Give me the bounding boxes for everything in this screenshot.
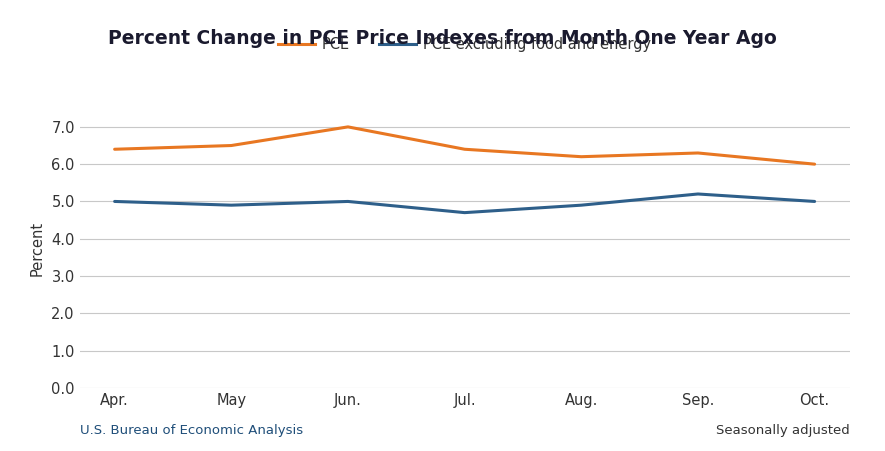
Text: Seasonally adjusted: Seasonally adjusted [716, 424, 850, 437]
Y-axis label: Percent: Percent [29, 221, 44, 276]
Legend: PCE, PCE excluding food and energy: PCE, PCE excluding food and energy [273, 32, 657, 58]
Text: Percent Change in PCE Price Indexes from Month One Year Ago: Percent Change in PCE Price Indexes from… [108, 29, 777, 48]
Text: U.S. Bureau of Economic Analysis: U.S. Bureau of Economic Analysis [80, 424, 303, 437]
